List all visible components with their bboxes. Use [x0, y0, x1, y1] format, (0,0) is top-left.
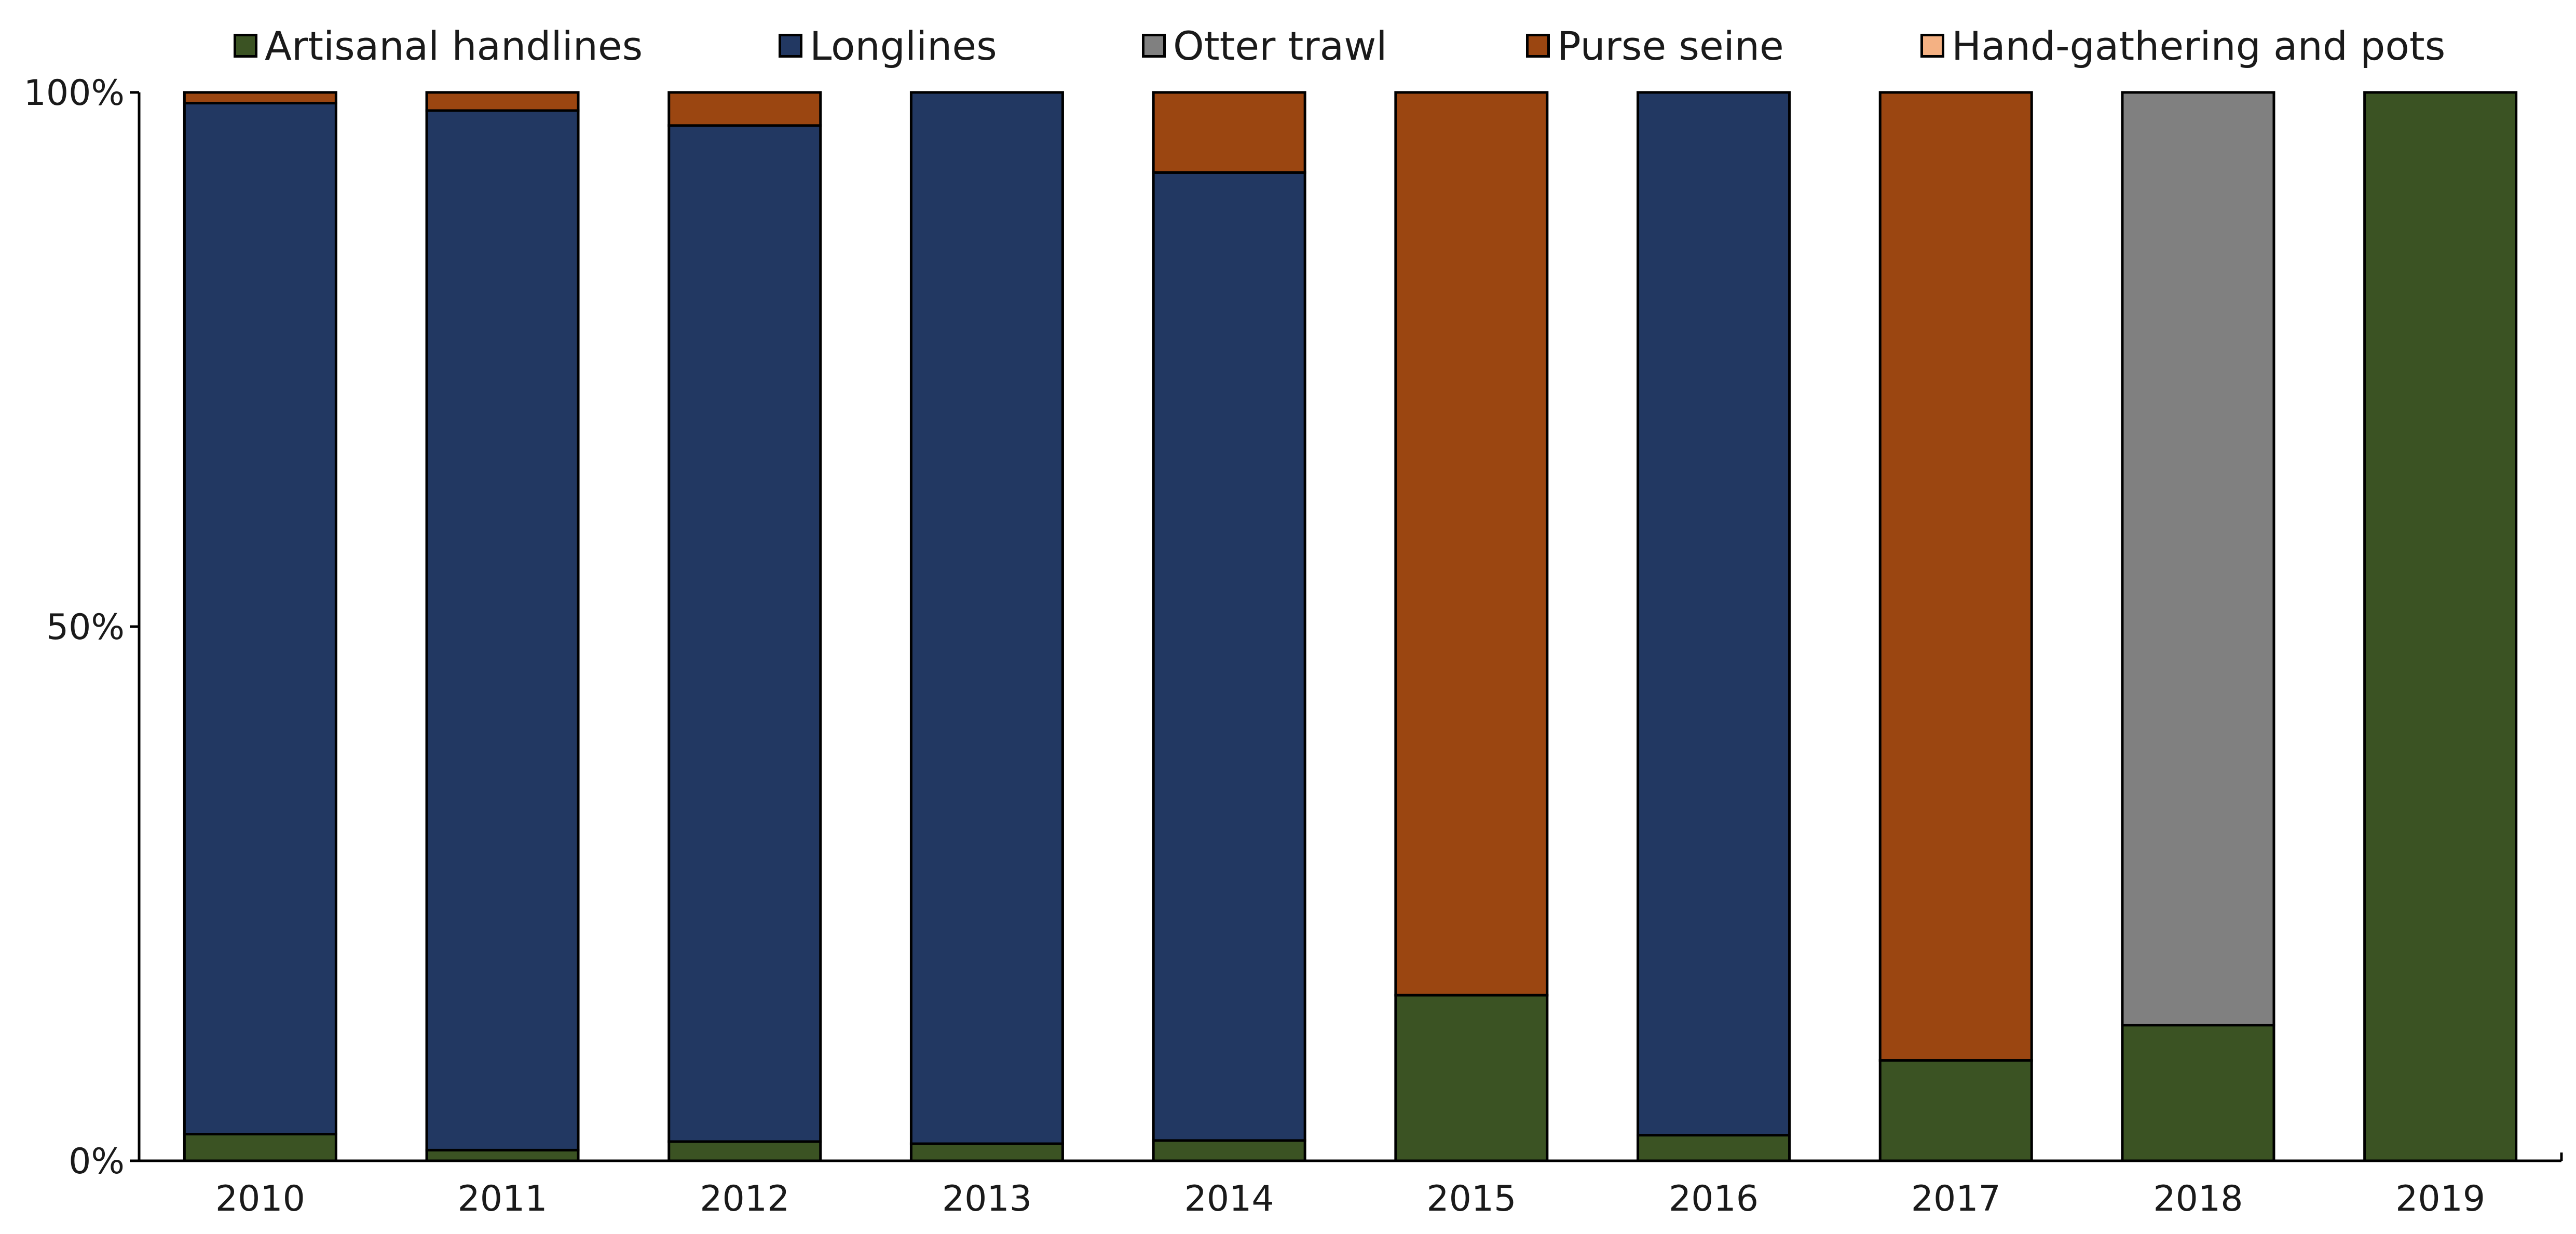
legend-swatch-purse-seine: [1526, 34, 1550, 58]
bar-2010-longlines: [183, 102, 337, 1136]
bar-2011-purse-seine: [425, 91, 580, 112]
legend-swatch-longlines: [779, 34, 802, 58]
bar-2017-purse-seine: [1878, 91, 2033, 1062]
y-tick-label: 50%: [46, 607, 125, 648]
bar-2018-artisanal-handlines: [2121, 1024, 2275, 1162]
legend-item-purse-seine: Purse seine: [1526, 20, 1784, 72]
x-tick-label: 2018: [2153, 1178, 2243, 1219]
x-tick-label: 2013: [942, 1178, 1032, 1219]
y-tick-label: 0%: [69, 1141, 125, 1182]
legend-swatch-hand-gathering-and-pots: [1920, 34, 1944, 58]
bar-2014-purse-seine: [1152, 91, 1306, 174]
bar-2010-artisanal-handlines: [183, 1133, 337, 1162]
x-tick-label: 2010: [215, 1178, 305, 1219]
x-tick-label: 2016: [1669, 1178, 1759, 1219]
chart-legend: Artisanal handlines Longlines Otter traw…: [0, 0, 2576, 93]
y-axis-ticks: 0% 50% 100%: [24, 73, 139, 1182]
x-tick-label: 2014: [1184, 1178, 1274, 1219]
x-tick-label: 2019: [2395, 1178, 2485, 1219]
y-tick-label: 100%: [24, 73, 125, 114]
bar-2010-purse-seine: [183, 91, 337, 105]
bar-2015-artisanal-handlines: [1394, 994, 1549, 1162]
x-tick-label: 2012: [700, 1178, 789, 1219]
bar-2013-artisanal-handlines: [909, 1142, 1064, 1162]
bar-2011-artisanal-handlines: [425, 1148, 580, 1162]
x-tick-label: 2011: [458, 1178, 548, 1219]
legend-label-artisanal-handlines: Artisanal handlines: [265, 22, 643, 69]
bar-2011-longlines: [425, 109, 580, 1151]
x-axis-ticks: 2010 2011 2012 2013 2014 2015 2016 2017 2018 2019: [215, 1178, 2485, 1219]
bar-2014-longlines: [1152, 171, 1306, 1142]
legend-item-otter-trawl: Otter trawl: [1142, 20, 1387, 72]
legend-swatch-artisanal-handlines: [234, 34, 257, 58]
legend-label-longlines: Longlines: [810, 22, 997, 69]
bar-2019-artisanal-handlines: [2363, 91, 2518, 1162]
bar-2014-artisanal-handlines: [1152, 1139, 1306, 1162]
bar-2012-purse-seine: [667, 91, 822, 127]
legend-item-longlines: Longlines: [779, 20, 997, 72]
bar-2018-otter-trawl: [2121, 91, 2275, 1027]
bars-group: [183, 91, 2518, 1162]
bar-2015-purse-seine: [1394, 91, 1549, 997]
bar-2012-artisanal-handlines: [667, 1140, 822, 1162]
legend-item-hand-gathering-and-pots: Hand-gathering and pots: [1920, 20, 2445, 72]
bar-2017-artisanal-handlines: [1878, 1059, 2033, 1162]
x-tick-label: 2015: [1426, 1178, 1516, 1219]
legend-item-artisanal-handlines: Artisanal handlines: [234, 20, 643, 72]
legend-swatch-otter-trawl: [1142, 34, 1166, 58]
bar-2016-longlines: [1637, 91, 1791, 1137]
x-tick-label: 2017: [1911, 1178, 2001, 1219]
legend-label-otter-trawl: Otter trawl: [1173, 22, 1387, 69]
bar-2012-longlines: [667, 124, 822, 1143]
legend-label-hand-gathering-and-pots: Hand-gathering and pots: [1952, 22, 2446, 69]
bar-2016-artisanal-handlines: [1637, 1134, 1791, 1162]
bar-2013-longlines: [909, 91, 1064, 1145]
legend-label-purse-seine: Purse seine: [1557, 22, 1784, 69]
